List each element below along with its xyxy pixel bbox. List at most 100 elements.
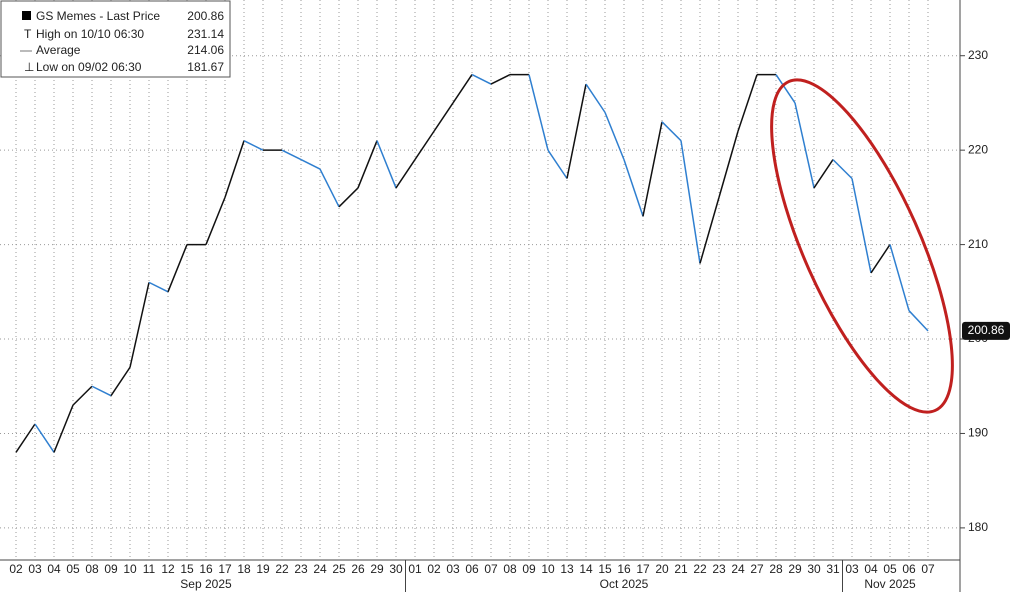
x-tick-label: 19	[256, 562, 270, 576]
line-segment	[889, 244, 910, 311]
x-tick-label: 29	[370, 562, 384, 576]
legend-high: 231.14	[187, 27, 224, 41]
line-segment	[490, 73, 511, 85]
x-tick-label: 23	[294, 562, 308, 576]
y-tick-label: 220	[968, 142, 988, 156]
line-segment	[699, 197, 720, 264]
line-segment	[775, 74, 796, 104]
last-price-tag	[962, 321, 1010, 340]
x-tick-label: 03	[446, 562, 460, 576]
line-segment	[205, 197, 226, 245]
line-segment	[148, 281, 169, 293]
x-tick-label: 17	[218, 562, 232, 576]
x-tick-label: 07	[921, 562, 935, 576]
last-price-label: 200.86	[968, 323, 1005, 337]
legend-avg-label: Average	[36, 43, 81, 57]
legend-avg: 214.06	[187, 43, 224, 57]
x-tick-label: 09	[104, 562, 118, 576]
x-tick-label: 14	[579, 562, 593, 576]
x-tick-label: 10	[123, 562, 137, 576]
x-tick-label: 31	[826, 562, 840, 576]
x-tick-label: 13	[560, 562, 574, 576]
line-segment	[110, 366, 131, 397]
x-tick-label: 06	[465, 562, 479, 576]
x-tick-label: 09	[522, 562, 536, 576]
x-tick-label: 30	[807, 562, 821, 576]
line-segment	[566, 83, 587, 179]
x-tick-label: 28	[769, 562, 783, 576]
x-tick-label: 24	[731, 562, 745, 576]
legend: GS Memes - Last Price 200.86 T High on 1…	[0, 0, 231, 78]
legend-high-icon: T	[24, 27, 32, 41]
line-segment	[737, 74, 758, 132]
x-tick-label: 03	[845, 562, 859, 576]
line-segment	[300, 158, 321, 170]
line-segment	[547, 149, 568, 179]
line-segment	[642, 121, 663, 217]
line-segment	[528, 74, 549, 151]
y-tick-label: 190	[968, 426, 988, 440]
x-tick-label: 12	[161, 562, 175, 576]
line-segment	[357, 140, 378, 189]
line-segment	[433, 102, 454, 132]
x-tick-label: 02	[9, 562, 23, 576]
line-segment	[718, 131, 739, 198]
line-segment	[129, 282, 150, 368]
x-tick-label: 05	[883, 562, 897, 576]
line-segment	[832, 159, 853, 180]
highlight-ellipse	[770, 78, 954, 414]
y-tick-label: 180	[968, 520, 988, 534]
x-tick-label: 16	[199, 562, 213, 576]
line-segment	[585, 83, 606, 113]
legend-box	[0, 0, 231, 78]
x-tick-label: 17	[636, 562, 650, 576]
x-tick-label: 04	[47, 562, 61, 576]
x-tick-label: 07	[484, 562, 498, 576]
line-segment	[471, 73, 492, 85]
line-segment	[243, 140, 264, 151]
line-segment	[680, 140, 701, 264]
line-segment	[414, 130, 435, 161]
x-tick-label: 27	[750, 562, 764, 576]
x-tick-label: 08	[85, 562, 99, 576]
month-label: Sep 2025	[180, 577, 232, 591]
line-segment	[34, 423, 55, 453]
line-segment	[167, 244, 188, 293]
x-tick-label: 20	[655, 562, 669, 576]
month-label: Oct 2025	[600, 577, 649, 591]
line-segment	[91, 385, 112, 397]
x-tick-label: 29	[788, 562, 802, 576]
line-segment	[53, 404, 74, 453]
month-label: Nov 2025	[864, 577, 916, 591]
legend-low-icon: ⊥	[24, 60, 34, 74]
line-segment	[908, 310, 929, 332]
legend-low-label: Low on 09/02 06:30	[36, 60, 142, 74]
line-segment	[281, 149, 302, 161]
y-tick-label: 210	[968, 237, 988, 251]
x-tick-label: 22	[693, 562, 707, 576]
x-tick-label: 21	[674, 562, 688, 576]
x-tick-label: 06	[902, 562, 916, 576]
x-tick-label: 10	[541, 562, 555, 576]
line-segment	[319, 168, 340, 208]
x-tick-label: 25	[332, 562, 346, 576]
line-segment	[623, 159, 644, 217]
x-tick-label: 15	[180, 562, 194, 576]
x-tick-label: 08	[503, 562, 517, 576]
legend-last: 200.86	[187, 9, 224, 23]
line-segment	[376, 140, 397, 189]
line-segment	[452, 74, 473, 104]
x-tick-label: 03	[28, 562, 42, 576]
line-segment	[224, 140, 245, 198]
x-tick-label: 24	[313, 562, 327, 576]
x-tick-label: 04	[864, 562, 878, 576]
line-segment	[851, 178, 872, 274]
legend-low: 181.67	[187, 60, 224, 74]
x-tick-label: 05	[66, 562, 80, 576]
x-tick-label: 26	[351, 562, 365, 576]
x-tick-label: 01	[408, 562, 422, 576]
x-tick-label: 30	[389, 562, 403, 576]
x-tick-label: 22	[275, 562, 289, 576]
